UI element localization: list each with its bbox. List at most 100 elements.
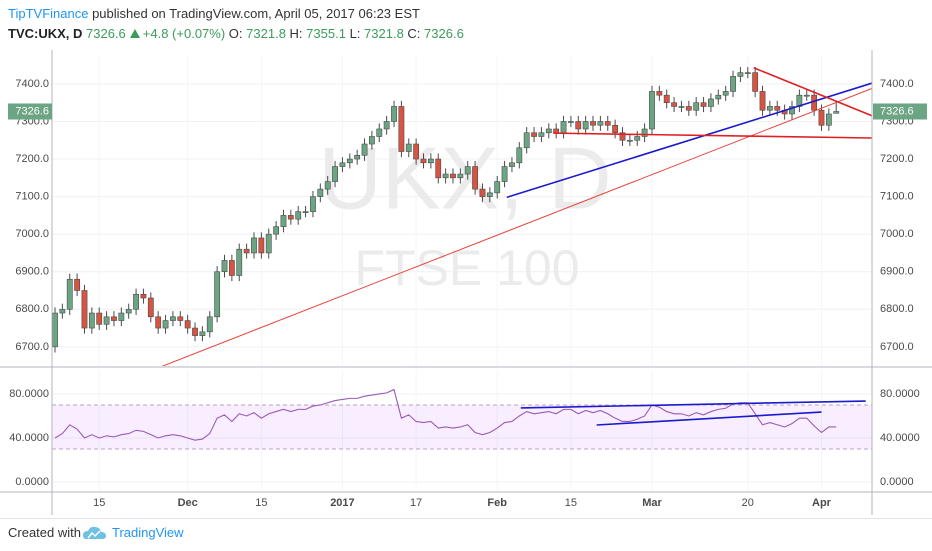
- candle-body: [184, 320, 191, 329]
- candle-body: [575, 121, 582, 130]
- last-price-label: 7326.6: [880, 105, 914, 117]
- candle-body: [317, 188, 324, 197]
- candle-body: [52, 312, 58, 348]
- candle-body: [332, 166, 338, 182]
- y-tick-label-left: 7200.0: [15, 153, 49, 165]
- candle-body: [96, 312, 103, 325]
- candle-body: [310, 196, 316, 212]
- rsi-tick-label-left: 0.0000: [15, 476, 49, 488]
- candle-body: [545, 128, 552, 134]
- x-tick-label: 15: [565, 497, 577, 509]
- trendline: [161, 87, 872, 366]
- candle-body: [177, 316, 184, 321]
- candle-body: [405, 143, 412, 152]
- x-tick-label: Dec: [178, 497, 198, 509]
- candle-body: [604, 121, 611, 126]
- watermark-subtitle: FTSE 100: [354, 240, 579, 296]
- candle-body: [258, 237, 265, 254]
- grid: [52, 55, 872, 490]
- l-label: L:: [349, 26, 361, 41]
- candle-body: [111, 316, 117, 321]
- candle-body: [59, 308, 66, 314]
- candle-body: [641, 128, 648, 137]
- candle-body: [818, 109, 825, 126]
- x-tick-label: 15: [255, 497, 267, 509]
- candle-body: [369, 136, 375, 145]
- y-tick-label: 7400.0: [880, 78, 914, 90]
- candle-body: [590, 121, 596, 126]
- candle-body: [236, 248, 243, 276]
- candle-body: [597, 121, 604, 126]
- candle-body: [81, 290, 88, 329]
- x-tick-label: Apr: [812, 497, 832, 509]
- rsi-tick-label: 40.0000: [880, 432, 920, 444]
- candle-body: [140, 293, 147, 299]
- candle-body: [825, 113, 832, 126]
- candle-body: [391, 106, 397, 122]
- candle-body: [730, 76, 736, 92]
- candle-body: [361, 143, 368, 156]
- price-pane: [52, 67, 872, 366]
- candle-body: [722, 91, 729, 96]
- rsi-tick-label-left: 40.0000: [9, 432, 49, 444]
- x-tick-label: 20: [742, 497, 754, 509]
- candle-body: [170, 316, 176, 321]
- candle-body: [442, 173, 449, 179]
- ohlc-line: TVC:UKX, D 7326.6 +4.8 (+0.07%) O: 7321.8…: [8, 24, 464, 44]
- candle-body: [457, 173, 464, 179]
- candle-body: [509, 162, 515, 167]
- candle-body: [155, 316, 162, 329]
- candle-body: [287, 215, 294, 220]
- trendline: [753, 67, 872, 117]
- candle-body: [354, 154, 361, 160]
- candle-body: [501, 166, 508, 182]
- candle-body: [523, 132, 530, 149]
- candle-body: [346, 158, 353, 164]
- candle-body: [228, 260, 235, 276]
- published: published on TradingView.com, April 05, …: [92, 6, 420, 21]
- candle-body: [420, 158, 427, 164]
- candle-body: [516, 147, 523, 164]
- candle-body: [147, 297, 154, 318]
- c-value: 7326.6: [424, 26, 464, 41]
- candle-body: [450, 173, 456, 179]
- y-tick-label: 6700.0: [880, 341, 914, 353]
- h-value: 7355.1: [306, 26, 346, 41]
- y-tick-label-left: 7400.0: [15, 78, 49, 90]
- x-tick-label: 2017: [330, 497, 354, 509]
- o-value: 7321.8: [246, 26, 286, 41]
- author[interactable]: TipTVFinance: [8, 6, 89, 21]
- candle-body: [693, 102, 700, 111]
- candle-body: [700, 102, 707, 107]
- candle-body: [538, 132, 545, 137]
- change: +4.8 (+0.07%): [142, 26, 226, 41]
- candle-body: [125, 308, 132, 314]
- candle-body: [560, 121, 567, 134]
- candle-body: [118, 312, 125, 321]
- axes: 6700.0 6700.0 6800.0 6800.0 6900.0 6900.0 7000…: [0, 50, 932, 515]
- x-tick-label: 15: [93, 497, 105, 509]
- candle-body: [811, 94, 818, 111]
- candle-body: [214, 271, 221, 318]
- y-tick-label: 6800.0: [880, 303, 914, 315]
- candle-body: [243, 248, 250, 254]
- created-with: Created with: [8, 525, 81, 540]
- candle-body: [273, 226, 279, 235]
- rsi-tick-label: 0.0000: [880, 476, 914, 488]
- candle-body: [553, 128, 560, 134]
- candle-body: [162, 320, 169, 329]
- candle-body: [486, 192, 493, 197]
- candle-body: [715, 94, 722, 100]
- candle-body: [280, 215, 287, 227]
- candle-body: [398, 106, 405, 152]
- h-label: H:: [289, 26, 303, 41]
- brand[interactable]: TradingView: [112, 525, 184, 540]
- publish-line: TipTVFinance published on TradingView.co…: [8, 4, 464, 24]
- candle-body: [464, 166, 471, 175]
- last-price-label-left: 7326.6: [15, 105, 49, 117]
- candle-body: [759, 91, 766, 111]
- logo: [83, 526, 106, 539]
- candle-body: [251, 237, 257, 254]
- header: TipTVFinance published on TradingView.co…: [8, 4, 464, 44]
- o-label: O:: [228, 26, 243, 41]
